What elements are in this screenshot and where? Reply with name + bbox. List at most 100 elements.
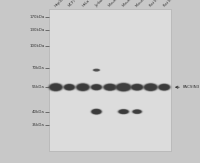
Ellipse shape: [64, 84, 75, 90]
Text: PACSIN3: PACSIN3: [183, 85, 200, 89]
Ellipse shape: [132, 109, 142, 114]
Ellipse shape: [50, 84, 61, 90]
Ellipse shape: [63, 84, 76, 91]
Ellipse shape: [142, 82, 159, 92]
Ellipse shape: [116, 83, 131, 91]
Ellipse shape: [130, 83, 144, 91]
Ellipse shape: [92, 68, 100, 72]
Text: Rat brain: Rat brain: [162, 0, 177, 8]
Ellipse shape: [132, 109, 143, 114]
Ellipse shape: [63, 83, 76, 91]
Ellipse shape: [144, 83, 158, 91]
Ellipse shape: [157, 83, 171, 91]
Ellipse shape: [132, 84, 143, 90]
Ellipse shape: [90, 108, 102, 115]
Ellipse shape: [105, 85, 115, 90]
Ellipse shape: [102, 83, 118, 91]
Ellipse shape: [63, 84, 75, 91]
Ellipse shape: [89, 83, 103, 91]
Text: Mouse heart: Mouse heart: [108, 0, 127, 8]
Ellipse shape: [92, 110, 100, 114]
Ellipse shape: [114, 82, 133, 92]
Ellipse shape: [92, 109, 101, 114]
Ellipse shape: [49, 83, 62, 91]
Ellipse shape: [91, 109, 102, 114]
Ellipse shape: [119, 110, 128, 114]
Ellipse shape: [91, 109, 102, 115]
Ellipse shape: [78, 84, 88, 90]
Text: MCF7: MCF7: [68, 0, 77, 8]
Ellipse shape: [118, 109, 129, 114]
Ellipse shape: [159, 84, 170, 90]
Ellipse shape: [145, 84, 156, 90]
Ellipse shape: [48, 82, 64, 92]
Ellipse shape: [131, 84, 143, 90]
Text: 130kDa: 130kDa: [29, 28, 45, 32]
Ellipse shape: [133, 110, 141, 114]
Ellipse shape: [130, 83, 144, 91]
Ellipse shape: [90, 84, 103, 91]
Ellipse shape: [92, 109, 101, 114]
Ellipse shape: [65, 85, 74, 90]
Ellipse shape: [93, 69, 100, 72]
Ellipse shape: [118, 84, 129, 90]
Ellipse shape: [117, 84, 130, 91]
Text: 70kDa: 70kDa: [32, 66, 45, 70]
Ellipse shape: [75, 83, 91, 92]
Ellipse shape: [92, 109, 101, 114]
Ellipse shape: [159, 84, 169, 90]
Ellipse shape: [90, 84, 102, 90]
Text: 100kDa: 100kDa: [29, 44, 45, 48]
Ellipse shape: [158, 83, 171, 91]
Ellipse shape: [77, 84, 89, 91]
Ellipse shape: [105, 84, 115, 90]
Ellipse shape: [48, 83, 63, 92]
Ellipse shape: [132, 110, 142, 114]
Ellipse shape: [75, 83, 91, 92]
Ellipse shape: [131, 84, 143, 90]
Text: HeLa: HeLa: [81, 0, 90, 8]
Ellipse shape: [118, 109, 130, 114]
Ellipse shape: [117, 84, 130, 91]
Ellipse shape: [92, 68, 101, 72]
Ellipse shape: [132, 84, 142, 90]
Ellipse shape: [157, 83, 171, 91]
Ellipse shape: [64, 84, 75, 90]
Ellipse shape: [131, 84, 144, 91]
Text: Mouse liver: Mouse liver: [122, 0, 139, 8]
Text: 35kDa: 35kDa: [32, 123, 45, 127]
Ellipse shape: [76, 83, 90, 91]
Ellipse shape: [143, 83, 158, 91]
Ellipse shape: [157, 83, 172, 91]
Ellipse shape: [90, 108, 103, 115]
Ellipse shape: [91, 109, 102, 115]
Ellipse shape: [144, 83, 157, 91]
Ellipse shape: [93, 69, 100, 72]
Ellipse shape: [77, 84, 88, 90]
Ellipse shape: [142, 83, 159, 92]
Ellipse shape: [93, 69, 100, 71]
Ellipse shape: [76, 83, 90, 91]
Ellipse shape: [132, 109, 142, 114]
Ellipse shape: [145, 84, 157, 90]
Ellipse shape: [117, 109, 130, 115]
Ellipse shape: [77, 84, 89, 91]
Ellipse shape: [104, 84, 116, 90]
Ellipse shape: [103, 83, 117, 91]
Ellipse shape: [92, 85, 101, 90]
Text: 55kDa: 55kDa: [32, 85, 45, 89]
Ellipse shape: [50, 84, 62, 91]
Ellipse shape: [144, 84, 157, 91]
Text: Mouse lung: Mouse lung: [135, 0, 153, 8]
Ellipse shape: [133, 110, 141, 113]
Ellipse shape: [91, 84, 101, 90]
Ellipse shape: [115, 82, 132, 92]
Ellipse shape: [116, 83, 131, 91]
Ellipse shape: [119, 110, 128, 114]
Ellipse shape: [93, 69, 99, 71]
Text: Rat liver: Rat liver: [149, 0, 162, 8]
Ellipse shape: [103, 84, 117, 91]
Ellipse shape: [131, 109, 143, 114]
Ellipse shape: [90, 108, 103, 115]
Ellipse shape: [145, 84, 156, 90]
